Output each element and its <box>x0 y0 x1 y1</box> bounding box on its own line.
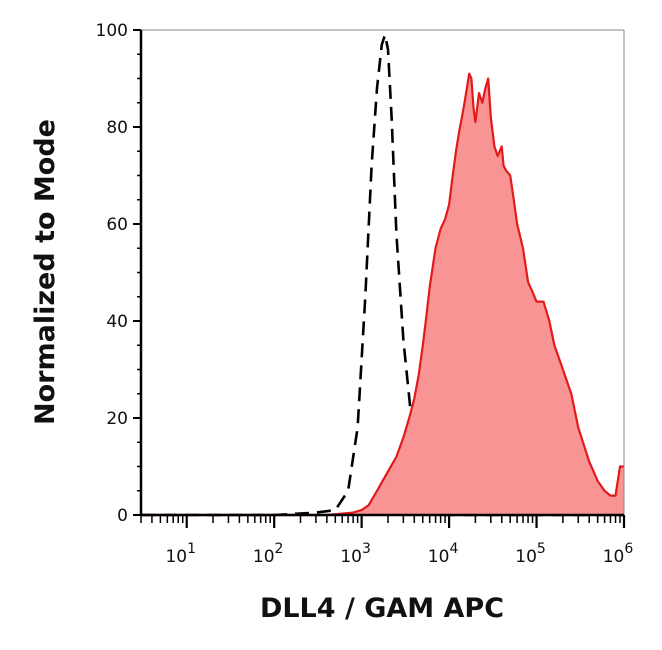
y-tick-label: 0 <box>117 506 128 526</box>
y-tick-label: 80 <box>106 118 128 138</box>
x-tick-label: 101 <box>165 541 196 567</box>
x-tick-label: 105 <box>515 541 546 567</box>
y-axis-title: Normalized to Mode <box>30 119 61 425</box>
plot-area <box>141 29 624 517</box>
y-tick-label: 20 <box>106 409 128 429</box>
x-tick-label: 103 <box>340 541 371 567</box>
x-tick-label: 106 <box>603 541 634 567</box>
x-tick-label: 102 <box>253 541 284 567</box>
y-tick-label: 100 <box>96 21 128 41</box>
sample-histogram-fill <box>141 73 624 515</box>
axes: 0 20 40 60 80 100 101 102 103 104 105 106 <box>96 21 634 567</box>
y-tick-label: 40 <box>106 312 128 332</box>
x-axis-title: DLL4 / GAM APC <box>260 593 504 624</box>
sample-histogram-line <box>141 72 624 517</box>
y-tick-label: 60 <box>106 215 128 235</box>
x-tick-label: 104 <box>428 541 459 567</box>
